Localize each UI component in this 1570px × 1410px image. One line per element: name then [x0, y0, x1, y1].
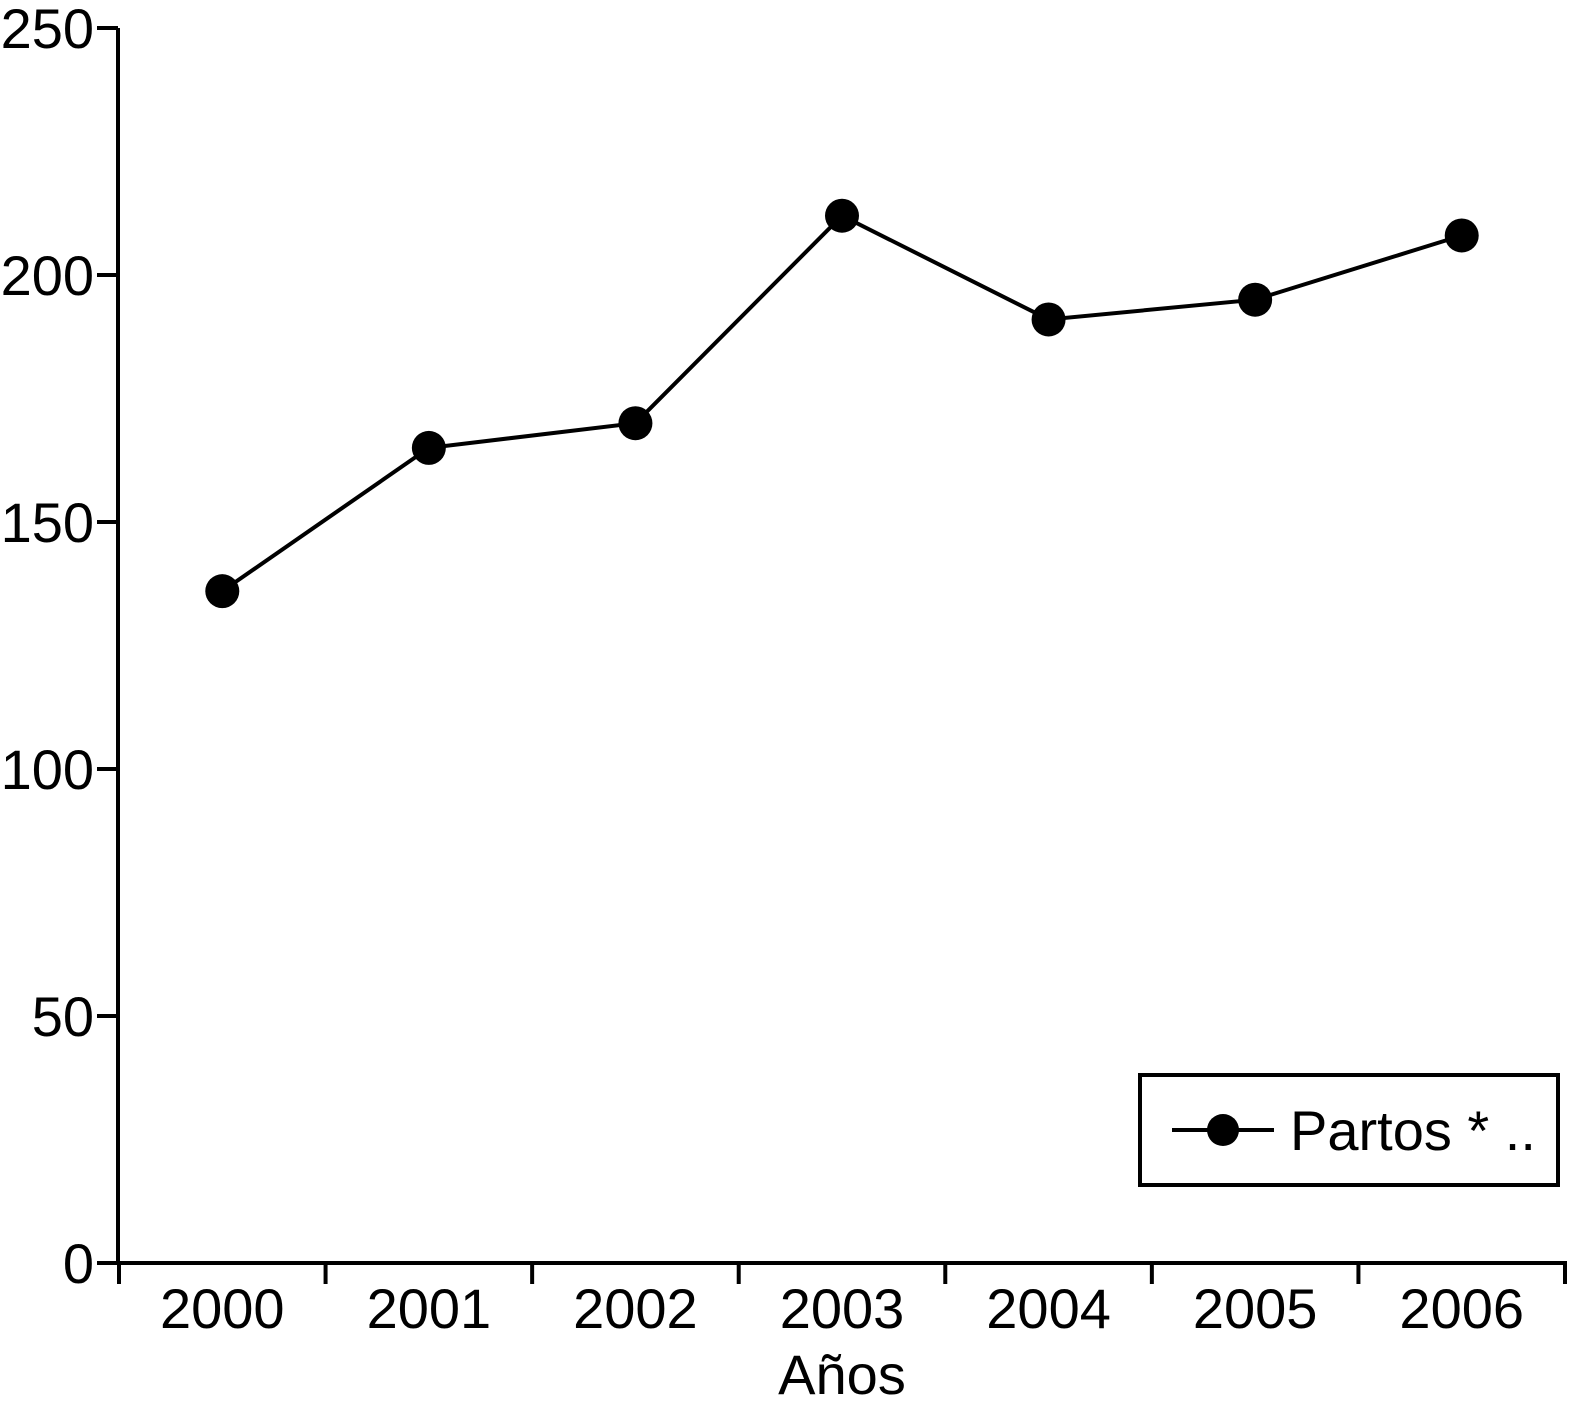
data-point-2002 — [618, 406, 653, 441]
x-tick-label: 2002 — [573, 1277, 698, 1340]
data-point-2005 — [1238, 282, 1273, 317]
y-tick-label: 200 — [1, 244, 94, 307]
legend-series-label: Partos * .. — [1290, 1099, 1536, 1162]
x-tick-label: 2000 — [160, 1277, 285, 1340]
y-tick-label: 0 — [63, 1232, 94, 1295]
legend-marker-dot — [1207, 1114, 1239, 1146]
data-point-2004 — [1031, 302, 1066, 337]
y-tick-label: 150 — [1, 491, 94, 554]
y-tick-label: 50 — [32, 985, 94, 1048]
x-axis-title: Años — [778, 1343, 906, 1406]
data-point-2003 — [825, 198, 859, 233]
x-tick-label: 2003 — [780, 1277, 905, 1340]
data-point-2000 — [205, 574, 240, 609]
x-tick-label: 2006 — [1399, 1277, 1524, 1340]
y-tick-label: 250 — [1, 0, 94, 60]
x-tick-label: 2001 — [367, 1277, 492, 1340]
x-tick-label: 2005 — [1193, 1277, 1318, 1340]
data-point-2001 — [411, 430, 446, 465]
data-point-2006 — [1444, 218, 1479, 253]
y-tick-label: 100 — [1, 738, 94, 801]
x-tick-label: 2004 — [986, 1277, 1111, 1340]
